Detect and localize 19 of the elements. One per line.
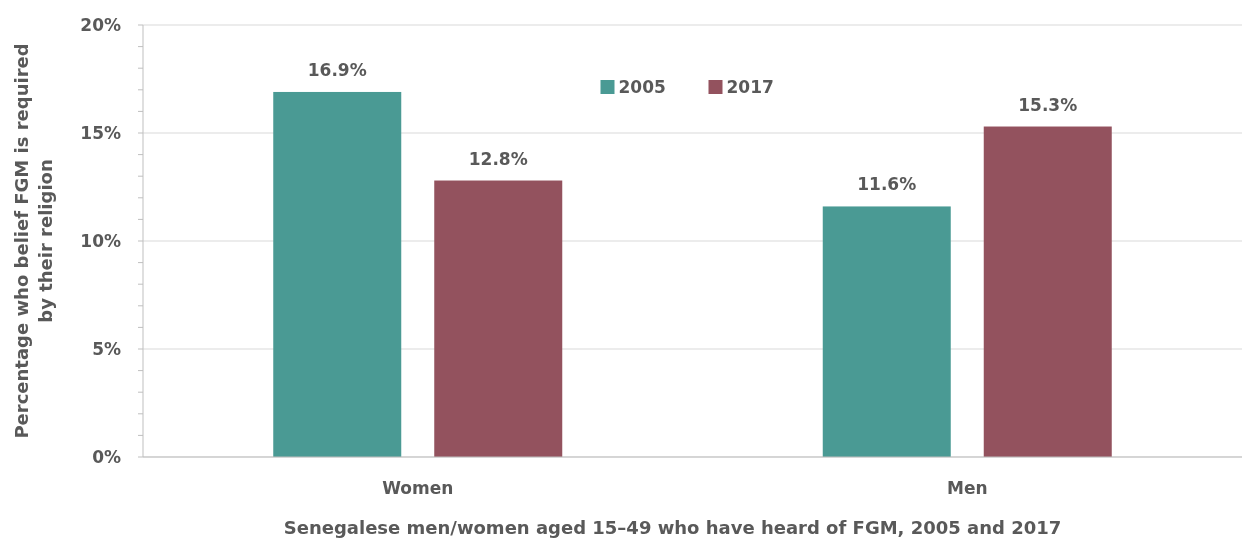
- x-tick-label: Men: [946, 478, 988, 498]
- data-label: 11.6%: [857, 174, 917, 195]
- y-tick-label: 20%: [80, 14, 121, 35]
- y-tick-label: 15%: [80, 122, 121, 143]
- y-tick-label: 10%: [80, 230, 121, 251]
- legend-label: 2005: [618, 76, 666, 97]
- x-axis-title: Senegalese men/women aged 15–49 who have heard of FGM, 2005 and 2017: [283, 517, 1062, 538]
- x-tick-label: Women: [382, 478, 454, 498]
- y-tick-label: 5%: [92, 338, 121, 359]
- bar: [983, 126, 1112, 457]
- y-axis-title: Percentage who belief FGM is required by their religion: [11, 43, 56, 439]
- bar: [273, 91, 402, 457]
- data-label: 16.9%: [307, 59, 367, 80]
- legend-label: 2017: [726, 76, 774, 97]
- bar: [822, 206, 951, 457]
- bar: [434, 180, 563, 457]
- y-tick-label: 0%: [92, 446, 121, 467]
- data-label: 15.3%: [1018, 94, 1078, 115]
- data-label: 12.8%: [468, 148, 528, 169]
